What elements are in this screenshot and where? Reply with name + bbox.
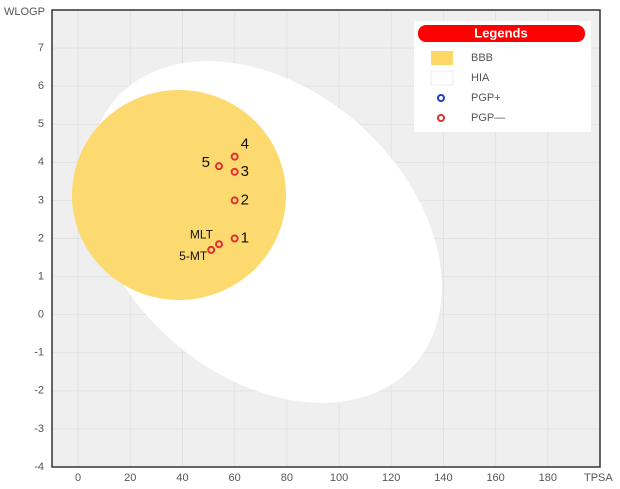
x-tick-label: 0 bbox=[75, 472, 81, 484]
point-label: 5-MT bbox=[179, 249, 208, 263]
point-label: 3 bbox=[241, 163, 249, 180]
point-label: 4 bbox=[241, 136, 249, 153]
point-label: MLT bbox=[190, 227, 214, 241]
x-tick-label: 80 bbox=[281, 472, 293, 484]
point bbox=[230, 196, 239, 205]
x-tick-label: 120 bbox=[382, 472, 400, 484]
x-tick-label: 140 bbox=[434, 472, 452, 484]
legend-label: PGP— bbox=[471, 112, 505, 124]
x-axis-label: TPSA bbox=[584, 472, 613, 484]
y-axis-label: WLOGP bbox=[4, 6, 45, 18]
point bbox=[230, 152, 239, 161]
point-label: 1 bbox=[241, 229, 249, 246]
y-tick-label: 7 bbox=[38, 42, 44, 54]
y-tick-label: -2 bbox=[34, 385, 44, 397]
legend-title-bar bbox=[418, 25, 585, 42]
legend-label: BBB bbox=[471, 52, 493, 64]
x-tick-label: 180 bbox=[539, 472, 557, 484]
legend-title: Legends bbox=[474, 25, 527, 40]
y-tick-label: 1 bbox=[38, 270, 44, 282]
x-tick-label: 40 bbox=[176, 472, 188, 484]
plot-frame bbox=[51, 9, 601, 468]
legend-label: HIA bbox=[471, 72, 490, 84]
point bbox=[215, 162, 224, 171]
y-tick-label: -3 bbox=[34, 423, 44, 435]
point-label: 2 bbox=[241, 191, 249, 208]
legend: Legends BBB HIA PGP+ PGP— bbox=[414, 21, 591, 132]
x-tick-label: 20 bbox=[124, 472, 136, 484]
point-label: 5 bbox=[202, 154, 210, 171]
y-tick-label: 0 bbox=[38, 309, 44, 321]
y-tick-label: 5 bbox=[38, 118, 44, 130]
legend-swatch bbox=[431, 51, 453, 65]
x-tick-label: 160 bbox=[486, 472, 504, 484]
y-tick-label: 4 bbox=[38, 156, 44, 168]
legend-swatch bbox=[430, 70, 454, 86]
legend-marker bbox=[437, 94, 445, 102]
point bbox=[230, 167, 239, 176]
y-tick-label: 6 bbox=[38, 80, 44, 92]
point bbox=[230, 234, 239, 243]
y-tick-label: -4 bbox=[34, 461, 44, 473]
bbb-region bbox=[72, 90, 286, 300]
point bbox=[207, 245, 216, 254]
y-tick-label: 2 bbox=[38, 232, 44, 244]
y-tick-label: 3 bbox=[38, 194, 44, 206]
legend-label: PGP+ bbox=[471, 92, 501, 104]
point bbox=[215, 240, 224, 249]
x-tick-label: 100 bbox=[330, 472, 348, 484]
y-tick-label: -1 bbox=[34, 347, 44, 359]
legend-marker bbox=[437, 114, 445, 122]
x-tick-label: 60 bbox=[229, 472, 241, 484]
